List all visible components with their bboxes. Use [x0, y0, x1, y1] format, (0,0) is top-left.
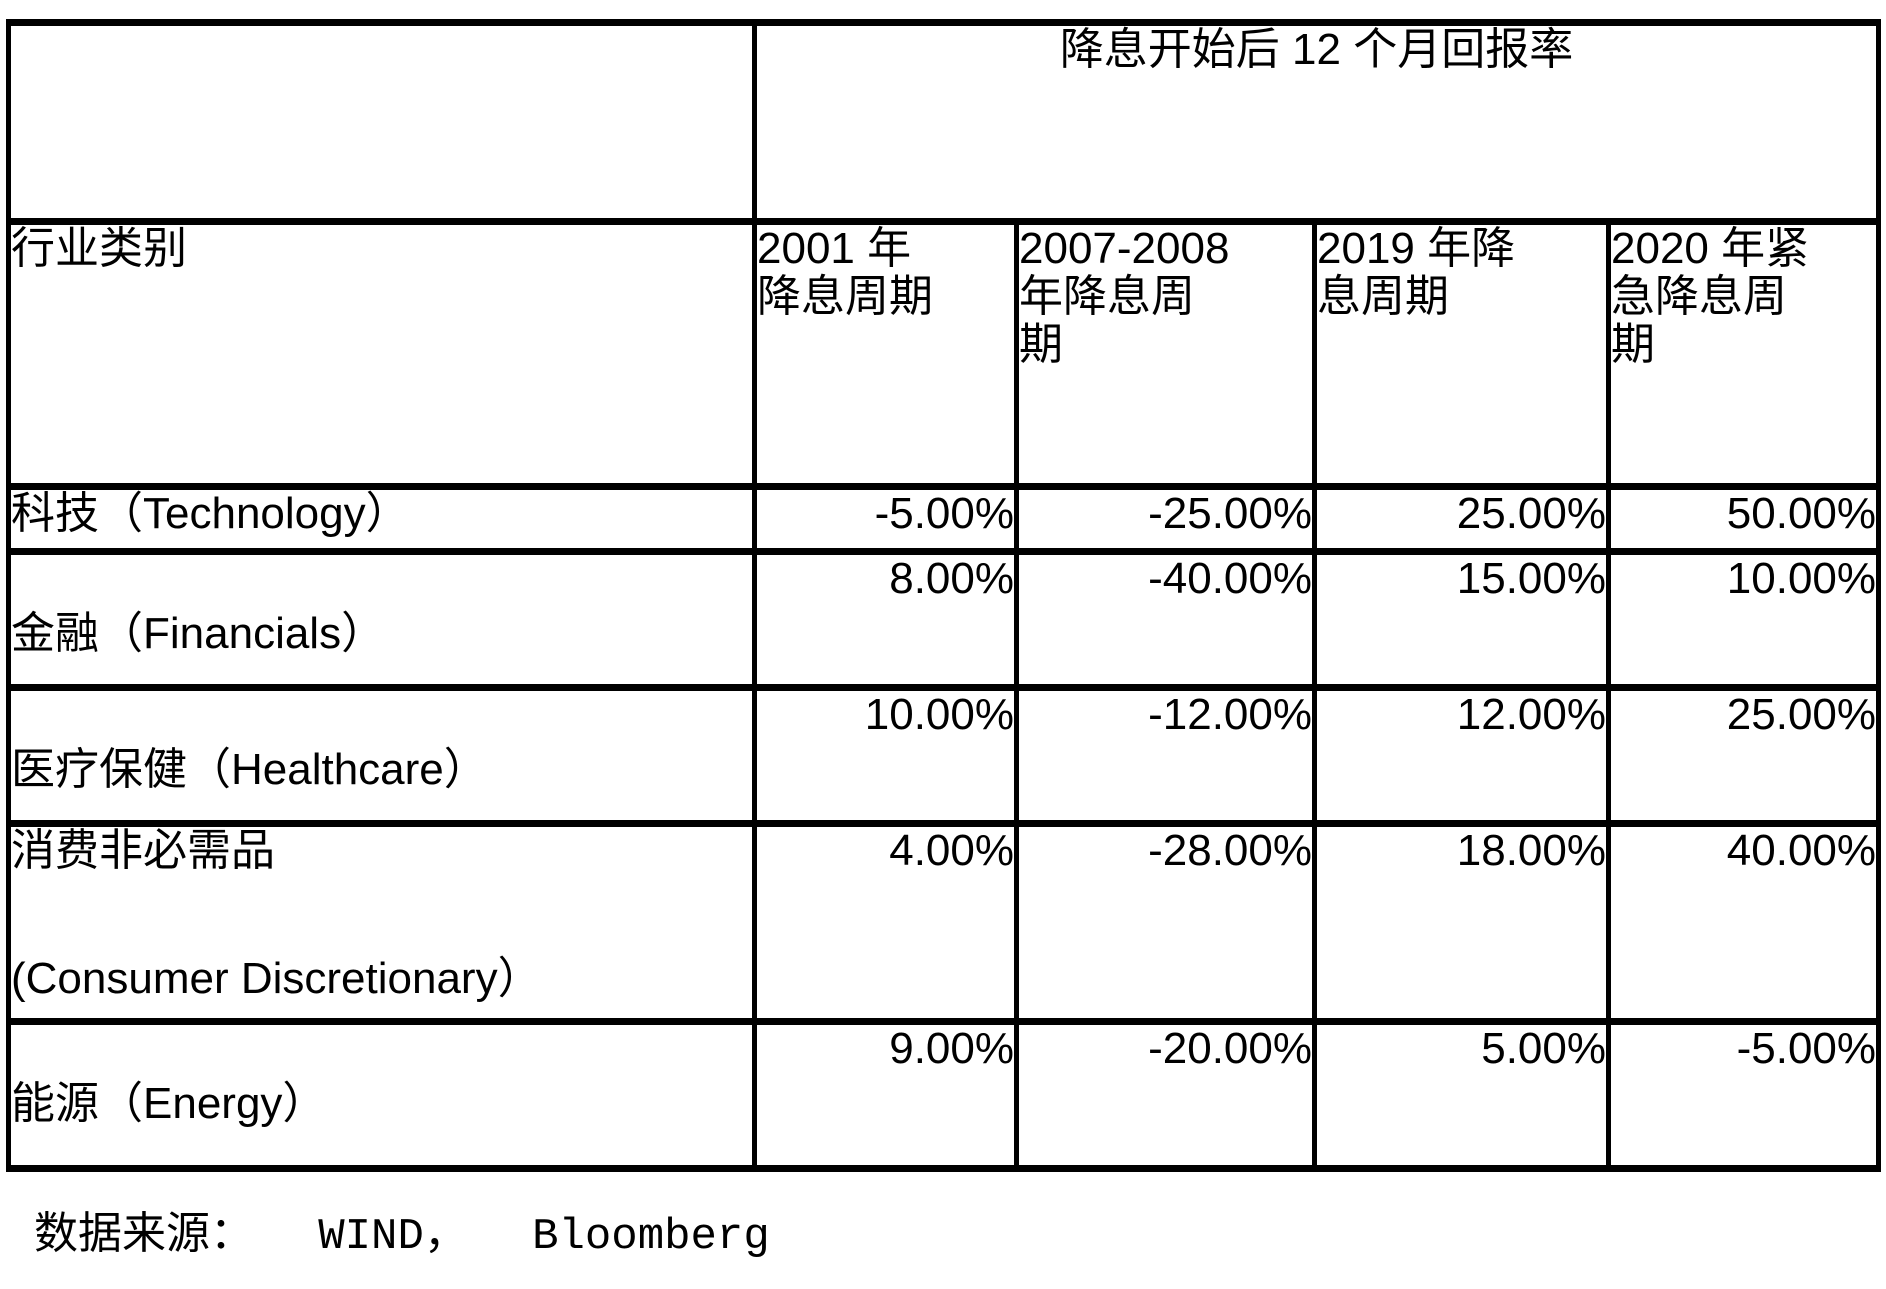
value-consumer-2020: 40.00% — [1605, 820, 1882, 1025]
column-header-line: 期 — [1611, 320, 1655, 369]
value-consumer-2007-2008: -28.00% — [1014, 820, 1317, 1025]
table-row-technology: 科技（Technology） -5.00% -25.00% 25.00% 50.… — [6, 483, 1882, 555]
sector-returns-table: 降息开始后 12 个月回报率 行业类别 2001 年 降息周期 2007-200… — [6, 19, 1882, 1172]
sector-label-line: 金融（Financials） — [11, 609, 386, 658]
value-healthcare-2019: 12.00% — [1312, 684, 1611, 827]
value-energy-2020: -5.00% — [1605, 1018, 1882, 1172]
column-header-2020-emergency-cycle: 2020 年紧 急降息周 期 — [1605, 218, 1882, 490]
column-header-line: 2020 年紧 — [1611, 224, 1810, 273]
data-source-wind: WIND， — [318, 1212, 468, 1262]
sector-label-financials: 金融（Financials） — [6, 548, 757, 691]
table-row-energy: 能源（Energy） 9.00% -20.00% 5.00% -5.00% — [6, 1018, 1882, 1172]
data-source-line: 数据来源： WIND， Bloomberg — [34, 1208, 770, 1263]
column-header-line: 2007-2008 — [1019, 224, 1230, 273]
sector-label-consumer-discretionary: 消费非必需品 (Consumer Discretionary） — [6, 820, 757, 1025]
column-header-line: 2001 年 — [757, 224, 912, 273]
column-header-line: 2019 年降 — [1317, 224, 1516, 273]
sector-label-line: 能源（Energy） — [11, 1079, 327, 1128]
value-technology-2019: 25.00% — [1312, 483, 1611, 555]
data-source-label: 数据来源： — [34, 1209, 254, 1258]
sector-label-healthcare: 医疗保健（Healthcare） — [6, 684, 757, 827]
table-row-consumer-discretionary: 消费非必需品 (Consumer Discretionary） 4.00% -2… — [6, 820, 1882, 1025]
sector-label-technology: 科技（Technology） — [6, 483, 757, 555]
table-row-healthcare: 医疗保健（Healthcare） 10.00% -12.00% 12.00% 2… — [6, 684, 1882, 827]
corner-empty-cell — [6, 19, 757, 225]
column-header-line: 急降息周 — [1611, 272, 1787, 321]
row-header-industry-category: 行业类别 — [6, 218, 757, 490]
value-financials-2007-2008: -40.00% — [1014, 548, 1317, 691]
table-row-column-headers: 行业类别 2001 年 降息周期 2007-2008 年降息周 期 2019 年… — [6, 218, 1882, 490]
value-energy-2019: 5.00% — [1312, 1018, 1611, 1172]
table-row-financials: 金融（Financials） 8.00% -40.00% 15.00% 10.0… — [6, 548, 1882, 691]
value-healthcare-2007-2008: -12.00% — [1014, 684, 1317, 827]
value-consumer-2019: 18.00% — [1312, 820, 1611, 1025]
column-header-line: 息周期 — [1317, 272, 1450, 321]
value-financials-2019: 15.00% — [1312, 548, 1611, 691]
column-header-line: 期 — [1019, 320, 1064, 369]
column-header-2019-cycle: 2019 年降 息周期 — [1312, 218, 1611, 490]
value-financials-2020: 10.00% — [1605, 548, 1882, 691]
sector-label-line: 消费非必需品 — [11, 826, 276, 875]
value-technology-2020: 50.00% — [1605, 483, 1882, 555]
value-technology-2001: -5.00% — [752, 483, 1019, 555]
data-source-bloomberg: Bloomberg — [532, 1212, 770, 1262]
value-energy-2001: 9.00% — [752, 1018, 1019, 1172]
span-header-12m-returns: 降息开始后 12 个月回报率 — [751, 19, 1882, 225]
sector-label-line: (Consumer Discretionary） — [11, 954, 542, 1003]
value-technology-2007-2008: -25.00% — [1014, 483, 1317, 555]
sector-label-line: 科技（Technology） — [11, 489, 410, 538]
column-header-line: 年降息周 — [1019, 272, 1196, 321]
value-energy-2007-2008: -20.00% — [1014, 1018, 1317, 1172]
column-header-2001-cycle: 2001 年 降息周期 — [752, 218, 1019, 490]
value-healthcare-2001: 10.00% — [752, 684, 1019, 827]
value-consumer-2001: 4.00% — [752, 820, 1019, 1025]
value-healthcare-2020: 25.00% — [1605, 684, 1882, 827]
column-header-2007-2008-cycle: 2007-2008 年降息周 期 — [1014, 218, 1317, 490]
sector-label-line: 医疗保健（Healthcare） — [11, 745, 488, 794]
sector-label-energy: 能源（Energy） — [6, 1018, 757, 1172]
value-financials-2001: 8.00% — [752, 548, 1019, 691]
table-row-span-header: 降息开始后 12 个月回报率 — [6, 19, 1882, 225]
column-header-line: 降息周期 — [757, 272, 934, 321]
